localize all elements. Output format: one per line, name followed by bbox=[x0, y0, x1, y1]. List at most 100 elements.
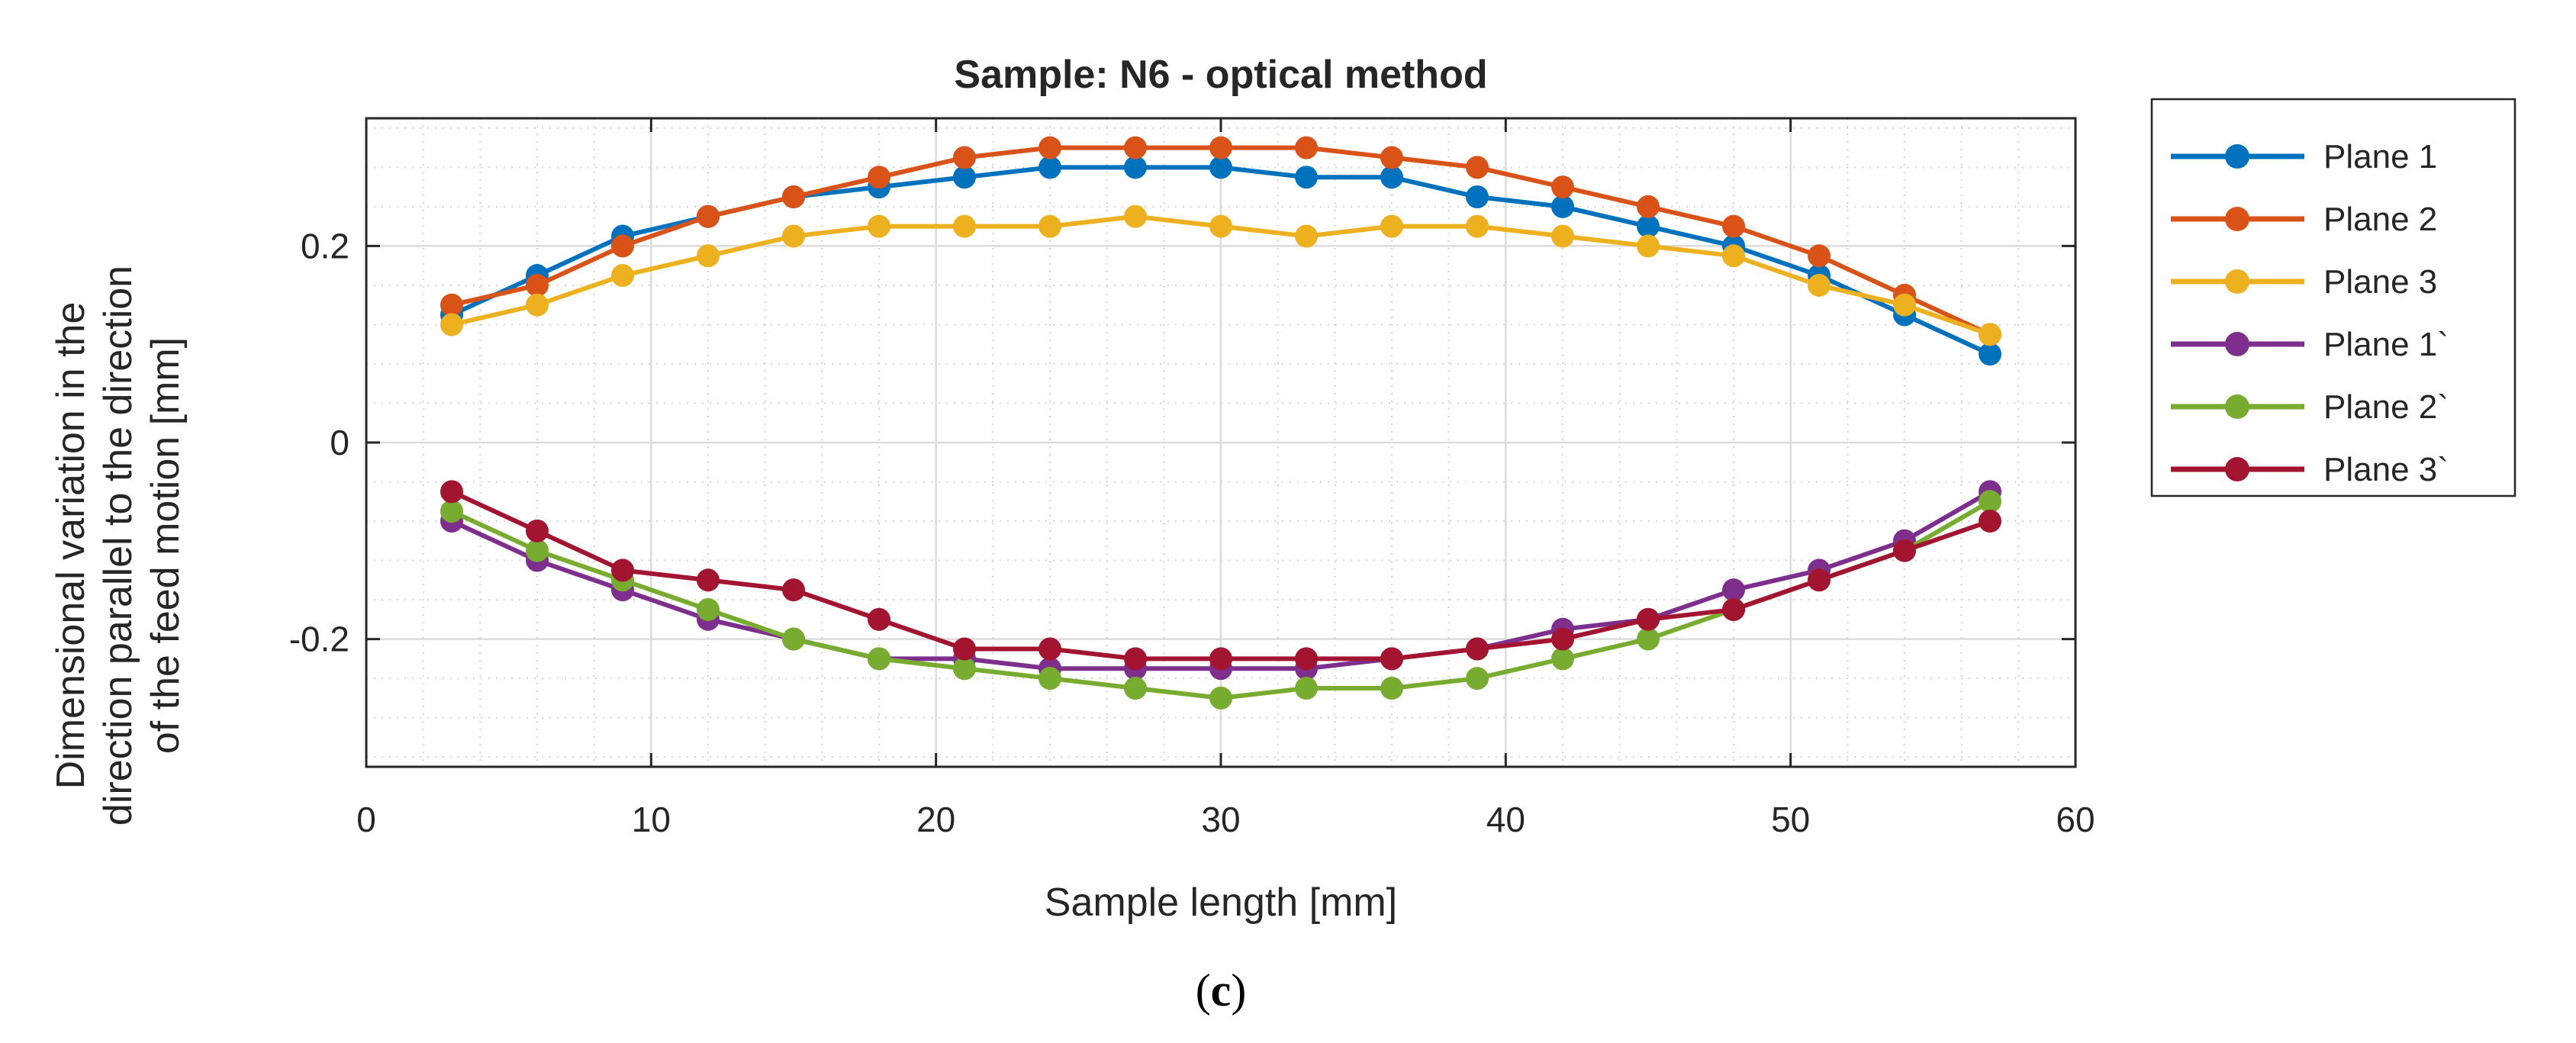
legend-marker bbox=[2225, 207, 2249, 231]
data-point bbox=[1295, 224, 1318, 248]
data-point bbox=[868, 607, 890, 631]
x-tick-label: 10 bbox=[632, 800, 671, 839]
data-point bbox=[1637, 195, 1660, 218]
data-point bbox=[1124, 204, 1147, 228]
data-point bbox=[1722, 244, 1745, 268]
data-point bbox=[611, 234, 634, 258]
data-point bbox=[1209, 156, 1232, 179]
data-point bbox=[782, 627, 805, 651]
data-point bbox=[526, 273, 549, 297]
legend-label: Plane 2` bbox=[2323, 388, 2449, 426]
chart-title: Sample: N6 - optical method bbox=[954, 53, 1487, 97]
data-point bbox=[1209, 136, 1232, 159]
data-point bbox=[1466, 637, 1489, 661]
data-point bbox=[1808, 244, 1831, 268]
data-point bbox=[440, 500, 463, 523]
data-point bbox=[611, 264, 634, 288]
y-axis-label-line-2: direction parallel to the direction bbox=[96, 266, 140, 826]
x-axis-ticks: 0 10 20 30 40 50 60 bbox=[356, 118, 2095, 839]
data-point bbox=[1295, 676, 1318, 700]
data-point bbox=[1038, 637, 1061, 661]
data-point bbox=[1551, 175, 1574, 199]
data-point bbox=[1722, 214, 1745, 238]
data-point bbox=[1466, 185, 1489, 209]
data-point bbox=[1637, 627, 1660, 651]
data-point bbox=[440, 480, 463, 504]
legend-marker bbox=[2225, 269, 2249, 294]
data-point bbox=[1722, 597, 1745, 621]
data-point bbox=[1380, 146, 1403, 169]
figure-caption-letter: c bbox=[1211, 965, 1232, 1016]
data-point bbox=[1038, 667, 1061, 691]
data-point bbox=[1124, 676, 1147, 700]
data-point bbox=[611, 559, 634, 582]
data-point bbox=[1637, 607, 1660, 631]
data-point bbox=[526, 539, 549, 562]
x-tick-label: 60 bbox=[2056, 800, 2095, 839]
data-point bbox=[1893, 293, 1916, 317]
data-point bbox=[868, 166, 890, 189]
x-tick-label: 40 bbox=[1486, 800, 1525, 839]
series-layer bbox=[440, 136, 2001, 710]
data-point bbox=[1380, 214, 1403, 238]
legend-item: Plane 3` bbox=[2171, 451, 2449, 488]
data-point bbox=[1124, 647, 1147, 671]
data-point bbox=[1893, 539, 1916, 562]
data-point bbox=[1038, 156, 1061, 179]
legend-item: Plane 1 bbox=[2171, 138, 2437, 175]
data-point bbox=[526, 519, 549, 542]
data-point bbox=[697, 204, 720, 228]
data-point bbox=[1209, 647, 1232, 671]
x-tick-label: 30 bbox=[1201, 800, 1240, 839]
legend-label: Plane 1 bbox=[2323, 138, 2437, 175]
data-point bbox=[1979, 343, 2001, 366]
x-axis-label: Sample length [mm] bbox=[1045, 880, 1397, 925]
data-point bbox=[953, 637, 976, 661]
data-point bbox=[782, 224, 805, 248]
data-point bbox=[953, 657, 976, 681]
data-point bbox=[1466, 214, 1489, 238]
legend: Plane 1 Plane 2 Plane 3 Plane 1` Plane 2` Pla… bbox=[2150, 98, 2516, 497]
data-point bbox=[1979, 510, 2001, 533]
data-point bbox=[440, 293, 463, 317]
data-point bbox=[1295, 647, 1318, 671]
data-point bbox=[1124, 156, 1147, 179]
data-point bbox=[1979, 323, 2001, 346]
legend-label: Plane 1` bbox=[2323, 326, 2449, 363]
data-point bbox=[1209, 686, 1232, 710]
data-point bbox=[1380, 676, 1403, 700]
data-point bbox=[1209, 214, 1232, 238]
figure-caption: (c) bbox=[1196, 965, 1247, 1016]
series-6 bbox=[440, 480, 2001, 671]
data-point bbox=[1637, 214, 1660, 238]
data-point bbox=[1637, 234, 1660, 258]
x-tick-label: 0 bbox=[356, 800, 376, 839]
legend-box bbox=[2150, 98, 2516, 497]
legend-marker bbox=[2225, 332, 2249, 356]
data-point bbox=[1551, 195, 1574, 218]
legend-marker bbox=[2225, 144, 2249, 169]
y-tick-label: 0.2 bbox=[301, 226, 349, 266]
data-point bbox=[1979, 490, 2001, 513]
data-point bbox=[1295, 136, 1318, 159]
data-point bbox=[868, 214, 890, 238]
data-point bbox=[1380, 166, 1403, 189]
data-point bbox=[868, 647, 890, 671]
data-point bbox=[1038, 214, 1061, 238]
series-3 bbox=[440, 204, 2001, 346]
data-point bbox=[1551, 647, 1574, 671]
x-tick-label: 20 bbox=[916, 800, 955, 839]
y-tick-label: 0 bbox=[330, 423, 349, 462]
data-point bbox=[1466, 156, 1489, 179]
legend-label: Plane 3 bbox=[2323, 263, 2437, 301]
data-point bbox=[1380, 647, 1403, 671]
legend-label: Plane 3` bbox=[2323, 451, 2449, 488]
data-point bbox=[526, 293, 549, 317]
y-tick-label: -0.2 bbox=[289, 620, 349, 659]
legend-label: Plane 2 bbox=[2323, 201, 2437, 238]
data-point bbox=[1808, 273, 1831, 297]
series-2 bbox=[440, 136, 2001, 346]
data-point bbox=[1038, 136, 1061, 159]
legend-item: Plane 2` bbox=[2171, 388, 2449, 426]
legend-item: Plane 1` bbox=[2171, 326, 2449, 363]
